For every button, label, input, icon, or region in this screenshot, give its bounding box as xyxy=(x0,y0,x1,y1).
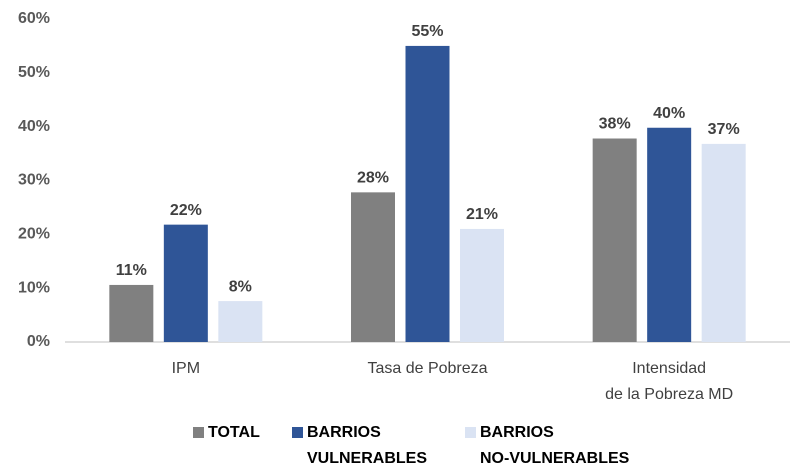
legend-swatch xyxy=(193,427,204,438)
legend-label: BARRIOS VULNERABLES xyxy=(307,424,427,467)
legend-label: BARRIOS NO-VULNERABLES xyxy=(480,424,630,467)
data-label: 40% xyxy=(653,105,685,122)
legend-swatch xyxy=(465,427,476,438)
y-tick-label: 40% xyxy=(18,118,50,135)
bar xyxy=(592,138,637,342)
bar xyxy=(163,224,208,342)
data-label: 22% xyxy=(170,202,202,219)
bar xyxy=(405,45,450,343)
x-tick-label: Tasa de Pobreza xyxy=(367,360,487,377)
data-label: 21% xyxy=(466,206,498,223)
bar xyxy=(109,284,154,342)
y-tick-label: 60% xyxy=(18,10,50,27)
y-tick-label: 50% xyxy=(18,64,50,81)
bar xyxy=(647,127,692,342)
data-label: 11% xyxy=(116,262,147,279)
legend-swatch xyxy=(292,427,303,438)
legend-label: TOTAL xyxy=(208,424,260,441)
data-label: 37% xyxy=(708,121,740,138)
y-tick-label: 20% xyxy=(18,226,50,243)
data-label: 8% xyxy=(229,278,252,295)
bar xyxy=(460,228,504,342)
bar xyxy=(351,192,395,342)
x-tick-label: Intensidad de la Pobreza MD xyxy=(605,360,733,403)
bar xyxy=(701,143,746,342)
y-tick-label: 10% xyxy=(18,279,50,296)
bar xyxy=(218,301,263,342)
data-label: 38% xyxy=(599,116,631,133)
x-tick-label: IPM xyxy=(172,360,200,377)
y-tick-label: 30% xyxy=(18,172,50,189)
data-label: 55% xyxy=(411,23,443,40)
y-tick-label: 0% xyxy=(27,333,50,350)
data-label: 28% xyxy=(357,170,389,187)
